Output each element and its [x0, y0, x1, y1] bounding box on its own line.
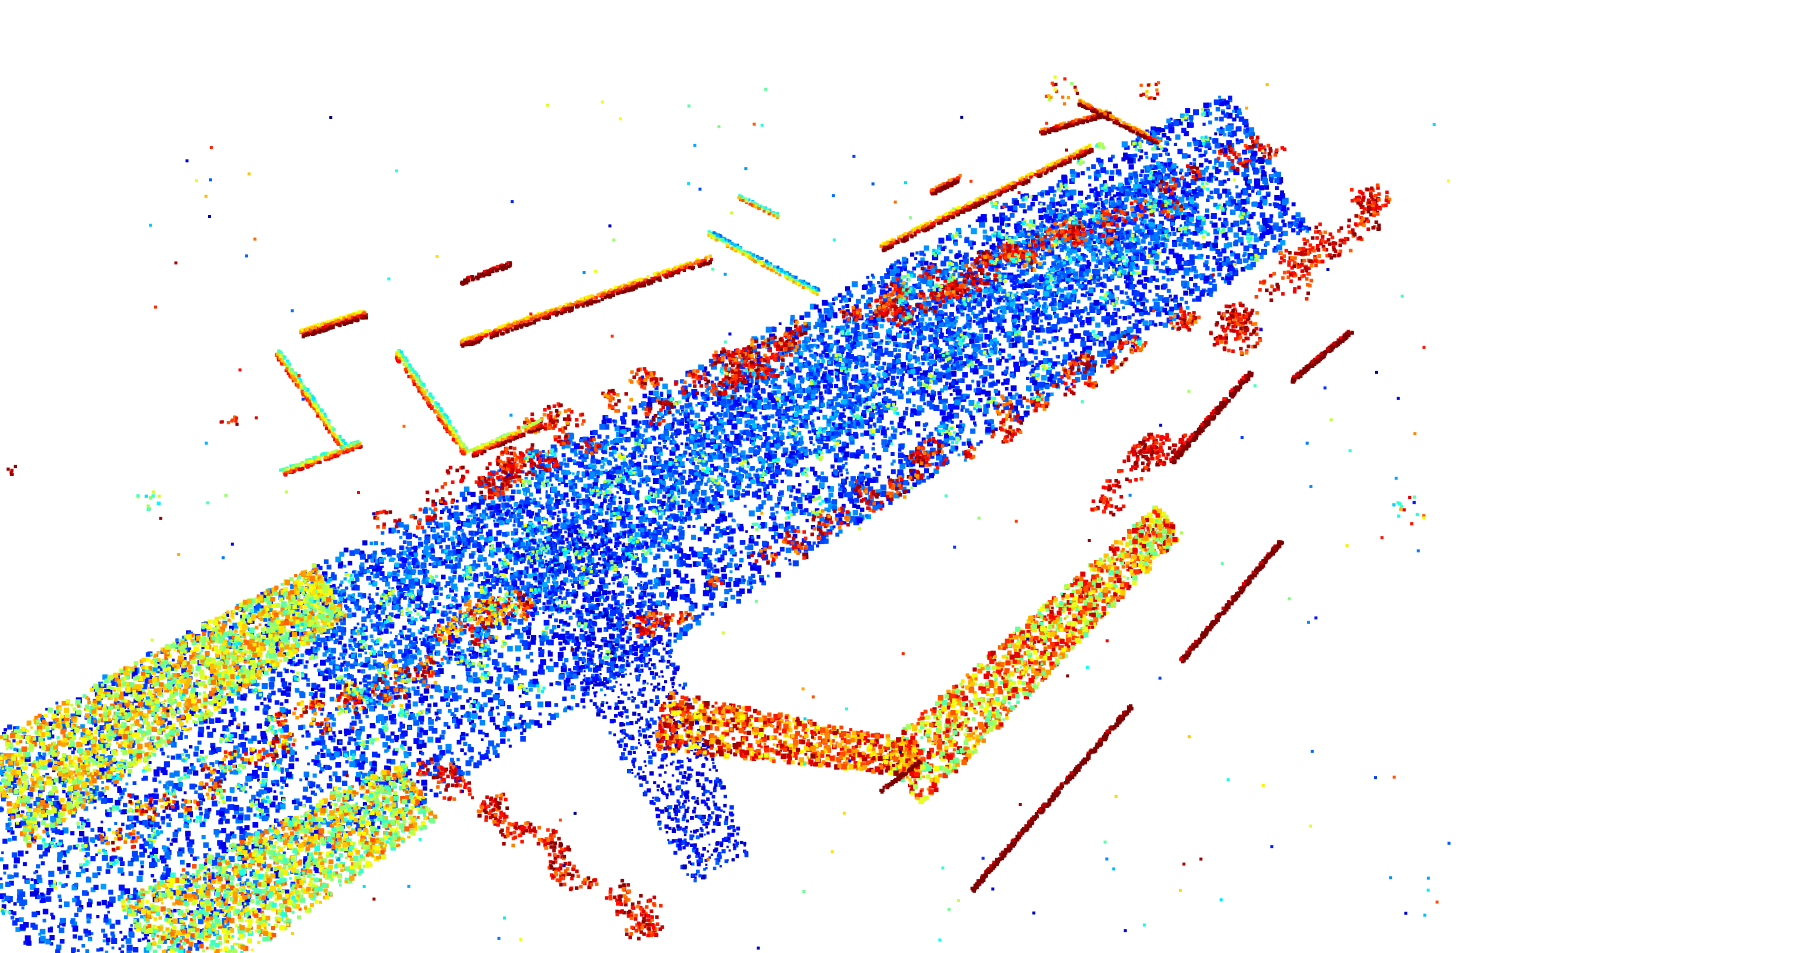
road-surface-points [0, 96, 1311, 953]
